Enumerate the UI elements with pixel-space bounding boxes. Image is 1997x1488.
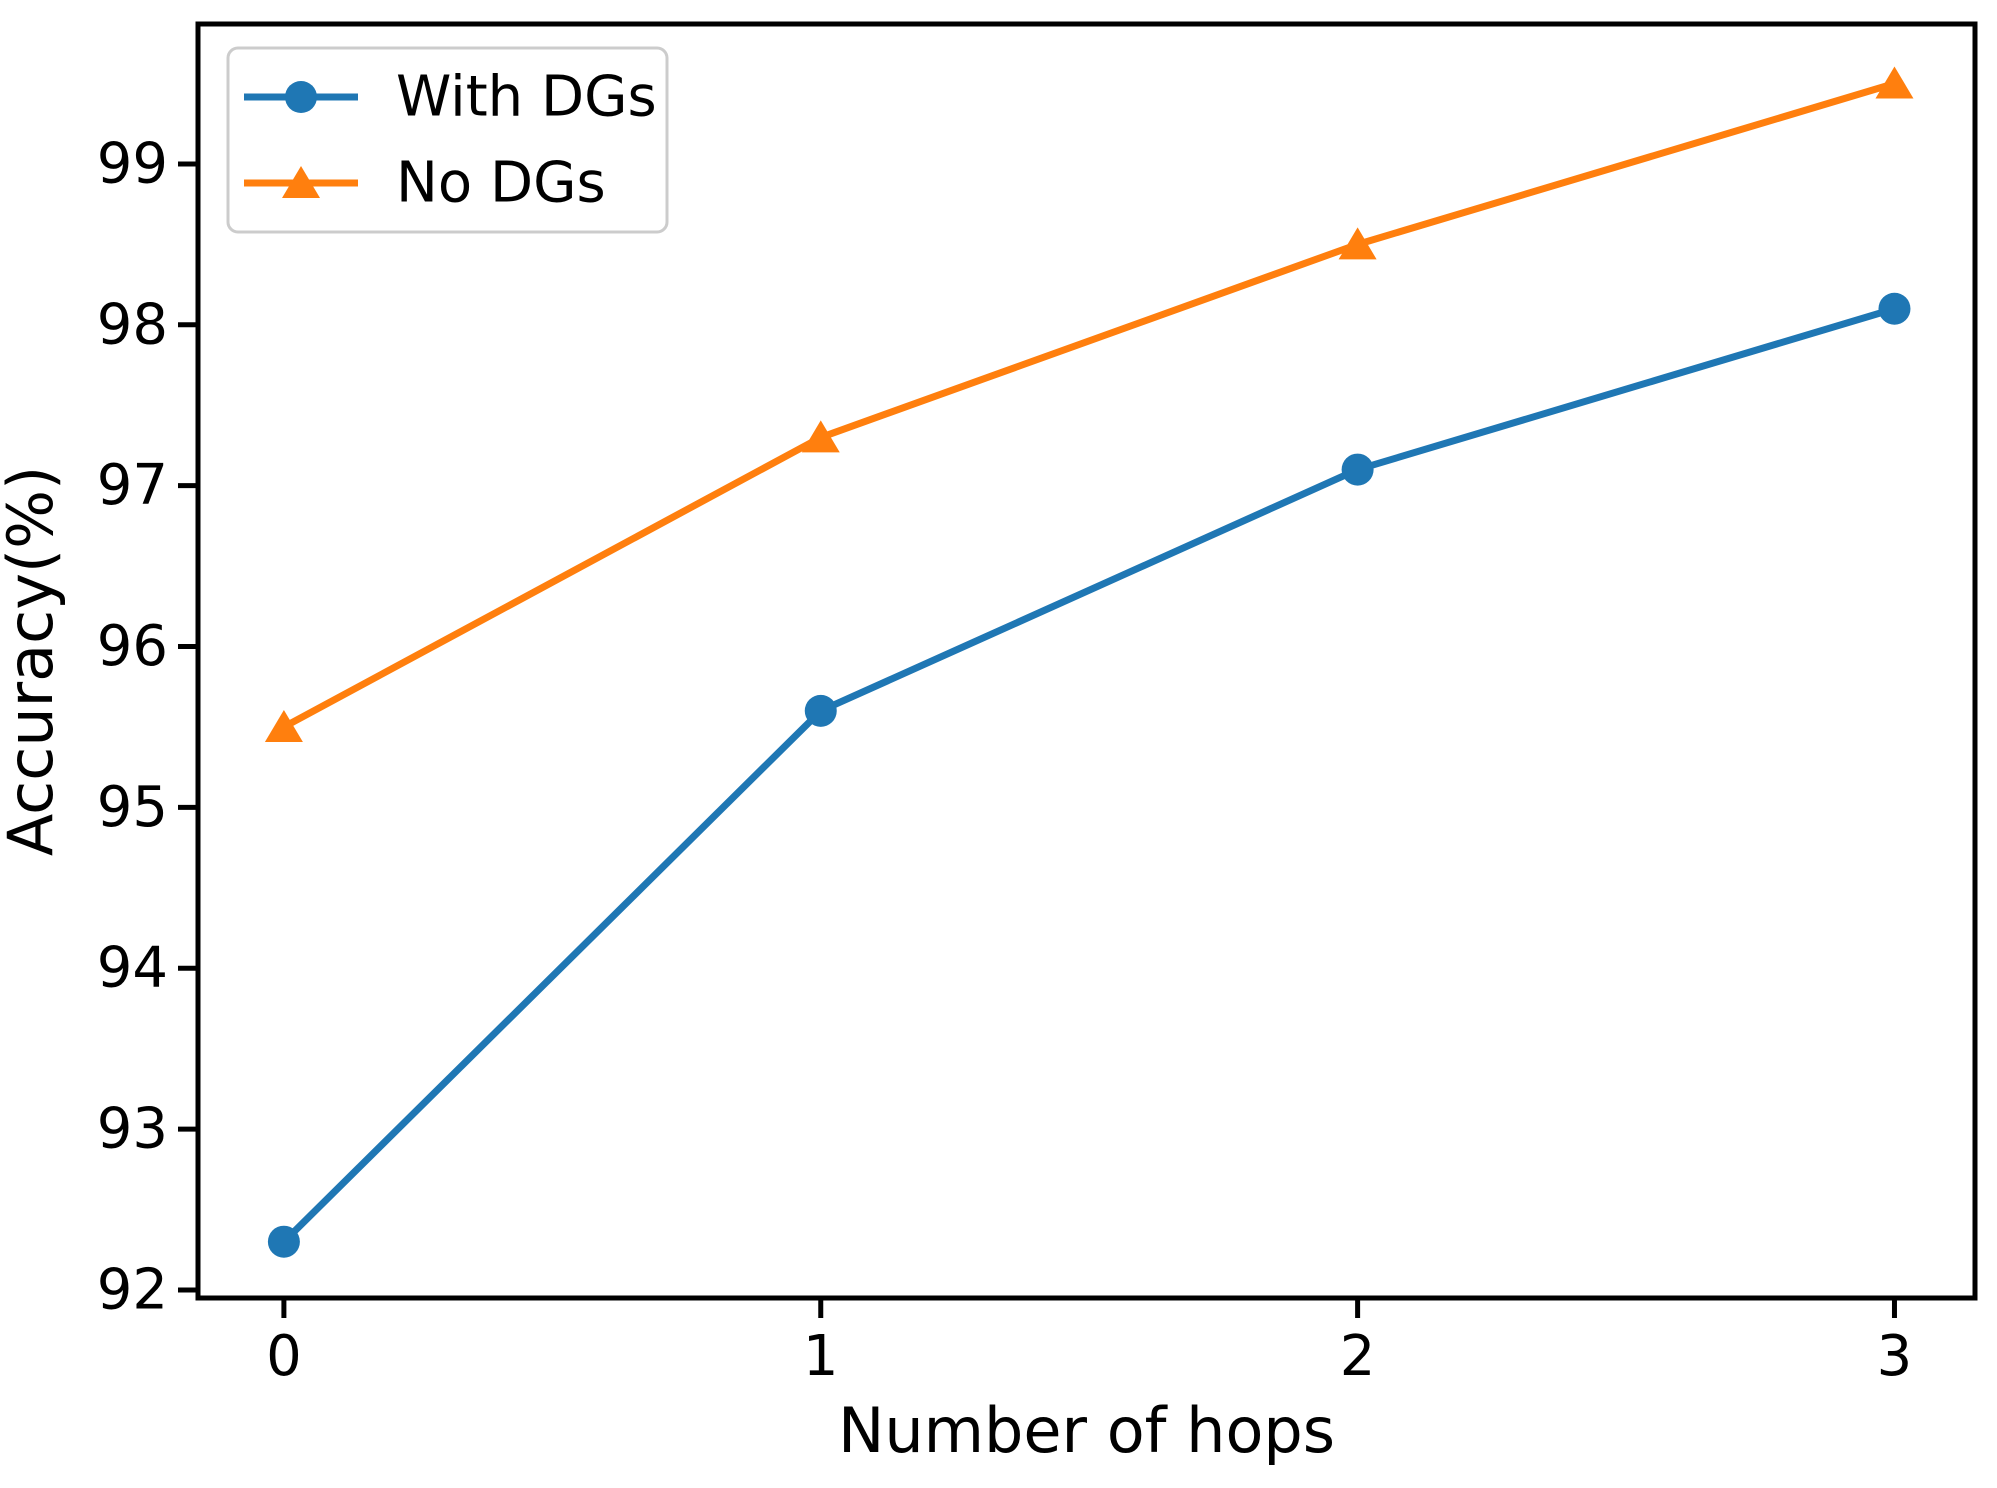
data-point-marker xyxy=(1341,453,1374,486)
y-tick-label: 92 xyxy=(97,1257,168,1322)
y-tick-label: 99 xyxy=(97,131,168,196)
y-tick-label: 93 xyxy=(97,1097,168,1162)
plot-frame xyxy=(195,21,1978,1301)
legend-label: No DGs xyxy=(396,151,606,216)
x-tick-label: 2 xyxy=(1340,1324,1376,1389)
data-point-marker xyxy=(1875,66,1914,99)
x-tick-label: 1 xyxy=(803,1324,839,1389)
data-point-marker xyxy=(804,694,837,727)
y-axis-label: Accuracy(%) xyxy=(0,466,67,856)
x-tick-label: 3 xyxy=(1877,1324,1913,1389)
data-point-marker xyxy=(267,1225,300,1258)
data-point-marker xyxy=(264,709,303,742)
series-line-with-dgs xyxy=(280,305,1898,1246)
y-tick-label: 97 xyxy=(97,453,168,518)
data-point-marker xyxy=(1878,292,1911,325)
x-tick-label: 0 xyxy=(266,1324,302,1389)
legend: With DGs No DGs xyxy=(226,46,669,234)
y-tick-label: 98 xyxy=(97,292,168,357)
legend-marker-triangle xyxy=(282,166,320,198)
y-tick-label: 95 xyxy=(97,775,168,840)
y-tick-label: 96 xyxy=(97,614,168,679)
data-point-marker xyxy=(801,420,840,453)
legend-marker-circle xyxy=(285,81,317,113)
series-line-no-dgs xyxy=(280,80,1898,731)
y-tick-label: 94 xyxy=(97,936,168,1001)
data-point-marker xyxy=(1338,227,1377,260)
x-axis-label: Number of hops xyxy=(838,1394,1335,1467)
legend-label: With DGs xyxy=(396,65,657,130)
